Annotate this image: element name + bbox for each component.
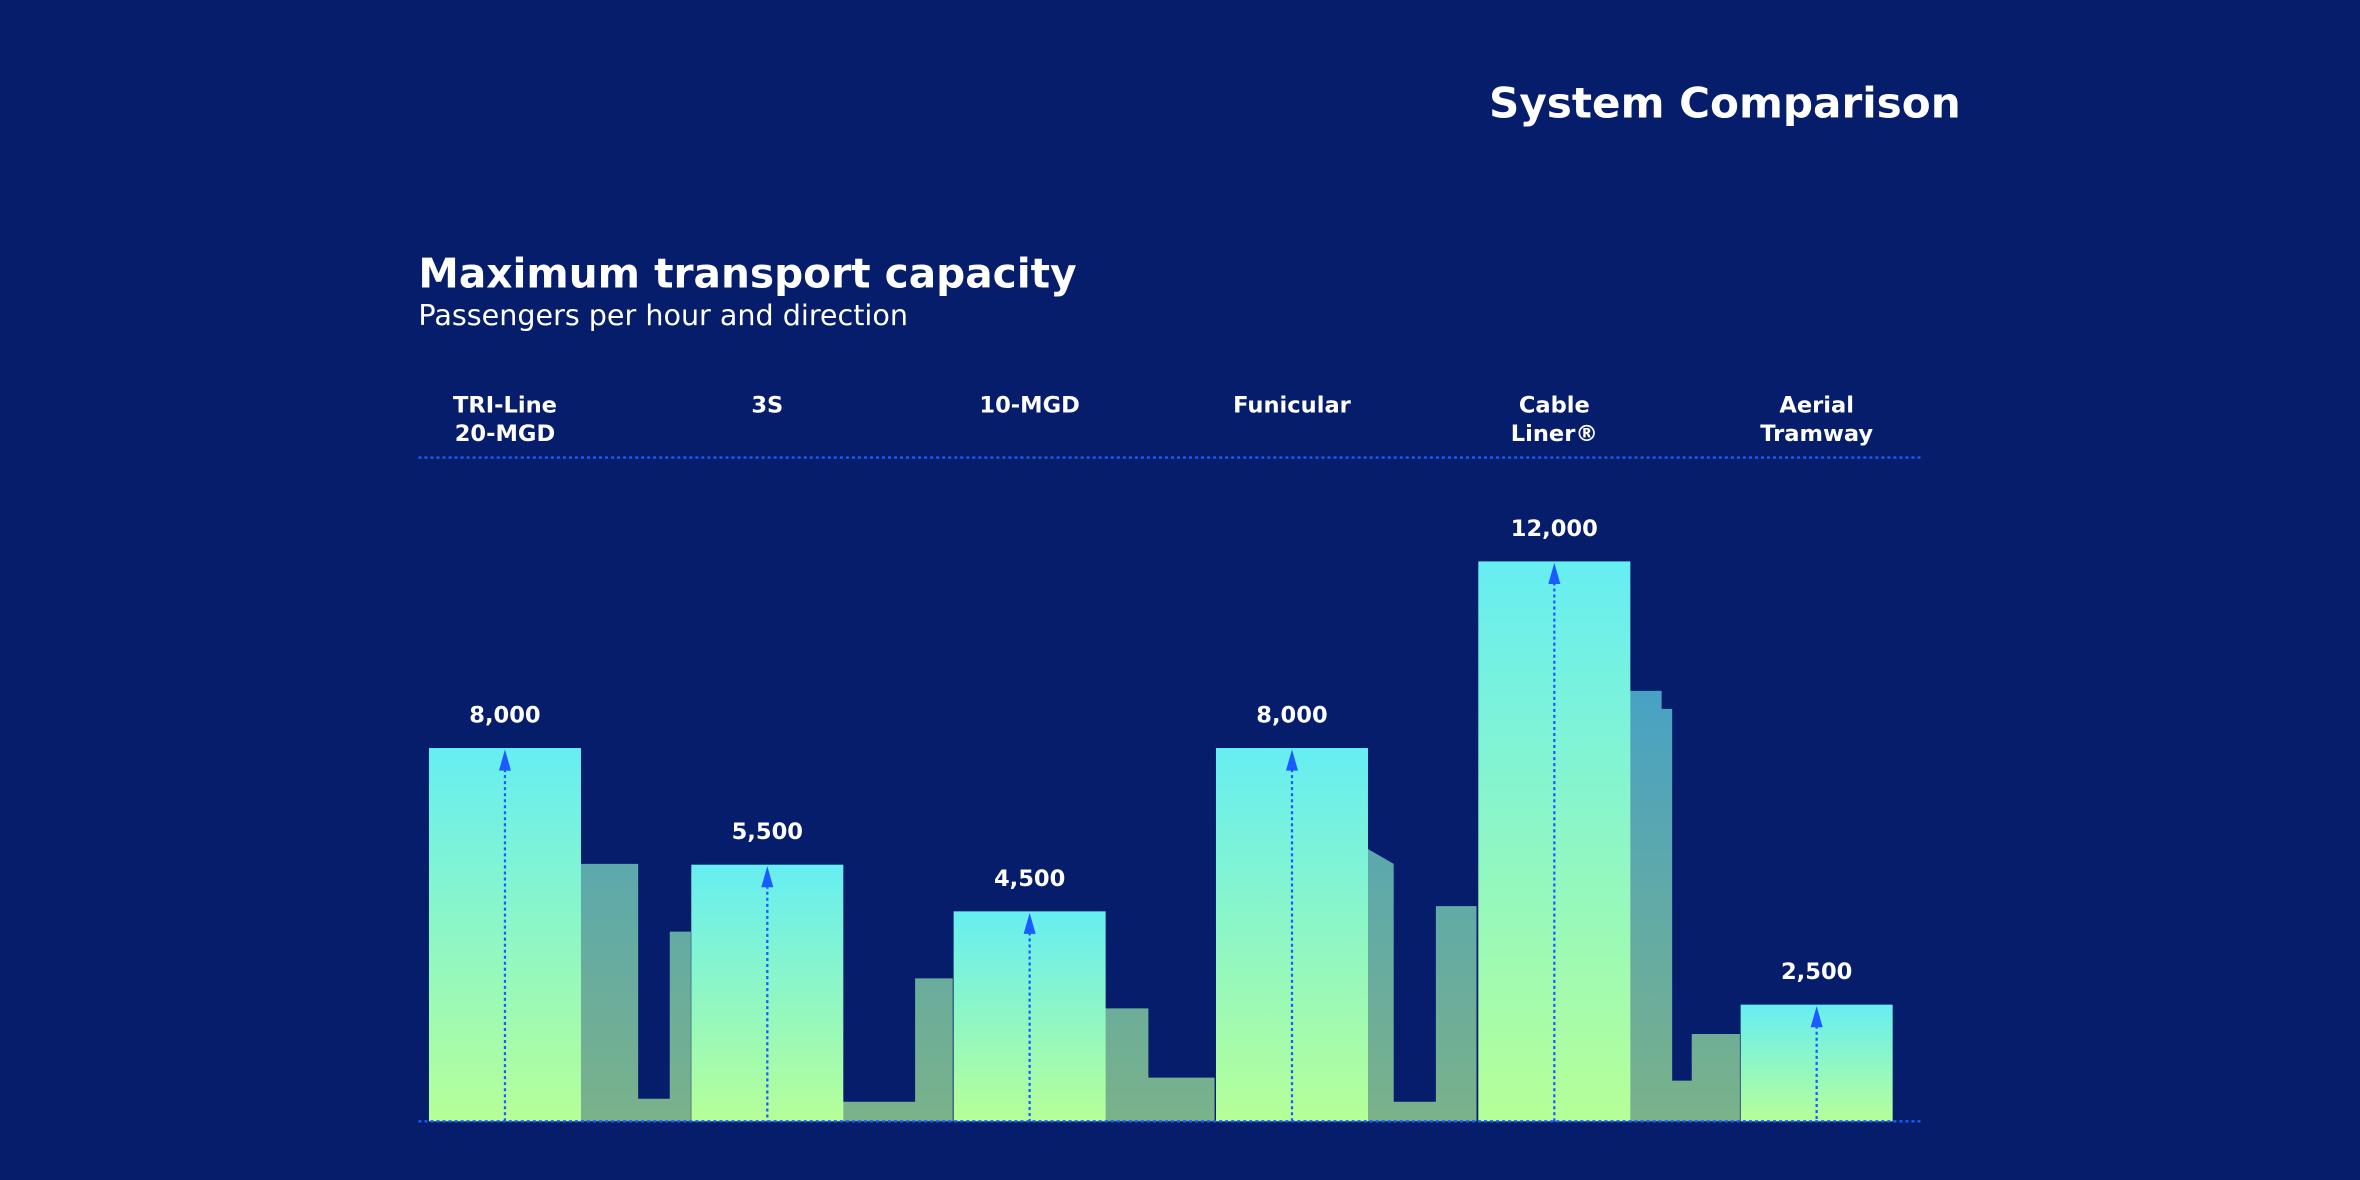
value-label: 8,000 (469, 702, 540, 728)
value-label: 2,500 (1781, 959, 1852, 985)
category-label-line: Funicular (1233, 392, 1352, 418)
category-label: 10-MGD (979, 392, 1079, 418)
arrow-up-icon (1810, 1006, 1823, 1028)
category-label: Funicular (1233, 392, 1352, 418)
value-label: 5,500 (732, 819, 803, 845)
category-label-line: Tramway (1760, 421, 1873, 447)
page-title: System Comparison (1489, 78, 1961, 127)
category-label: 3S (751, 392, 783, 418)
category-label: Aerial Tramway (1760, 392, 1873, 447)
value-label: 8,000 (1256, 702, 1327, 728)
value-label: 4,500 (994, 866, 1065, 892)
arrow-up-icon (1023, 912, 1036, 934)
category-label-line: Cable (1519, 392, 1590, 418)
category-label-line: 3S (751, 392, 783, 418)
arrow-up-icon (498, 749, 511, 771)
chart-title: Maximum transport capacity (418, 249, 1076, 297)
arrow-up-icon (1285, 749, 1298, 771)
category-label-line: Aerial (1779, 392, 1854, 418)
bar (691, 864, 844, 1122)
chart-subtitle: Passengers per hour and direction (418, 298, 908, 332)
category-label-line: Liner® (1511, 421, 1598, 447)
value-label: 12,000 (1511, 516, 1598, 542)
category-label: Cable Liner® (1511, 392, 1598, 447)
arrow-up-icon (761, 866, 774, 888)
category-label-line: 20-MGD (455, 421, 555, 447)
shadow-shape (579, 690, 1740, 1122)
category-label-line: 10-MGD (979, 392, 1079, 418)
shadow-shapes (579, 690, 1740, 1122)
category-label-line: TRI-Line (453, 392, 557, 418)
category-label: TRI-Line 20-MGD (453, 392, 557, 447)
arrow-up-icon (1548, 562, 1561, 584)
bars-group: 8,000 TRI-Line 20-MGD 5,500 3S 4,500 10-MGD 8,0… (428, 392, 1893, 1122)
